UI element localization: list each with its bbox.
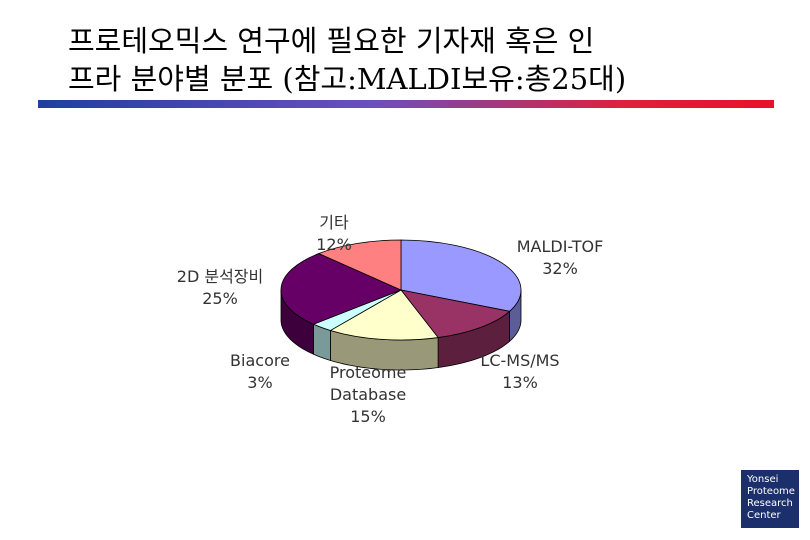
logo-line: Yonsei bbox=[747, 474, 779, 485]
category-name: LC-MS/MS bbox=[480, 351, 560, 370]
slice-label: Biacore 3% bbox=[230, 350, 290, 394]
slice bbox=[400, 239, 522, 312]
value-label: 15% bbox=[350, 407, 386, 426]
value-label: 13% bbox=[502, 373, 538, 392]
logo: Yonsei Proteome Research Center bbox=[741, 470, 799, 528]
value-label: 32% bbox=[542, 259, 578, 278]
title-rule bbox=[38, 100, 774, 108]
value-label: 3% bbox=[247, 373, 273, 392]
title-line: 프라 분야별 분포 (참고:MALDI보유:총25대) bbox=[68, 62, 627, 96]
category-name: Biacore bbox=[230, 351, 290, 370]
slice bbox=[317, 239, 402, 291]
slice-label: LC-MS/MS 13% bbox=[465, 350, 575, 394]
title-line: 프로테오믹스 연구에 필요한 기자재 혹은 인 bbox=[68, 24, 595, 58]
value-label: 25% bbox=[202, 289, 238, 308]
slice bbox=[400, 289, 511, 338]
logo-line: Center bbox=[747, 510, 781, 521]
slice bbox=[329, 289, 439, 341]
slice-label: 기타 12% bbox=[279, 212, 389, 256]
slice bbox=[280, 253, 403, 325]
slice-label: 2D 분석장비 25% bbox=[150, 266, 290, 310]
value-label: 12% bbox=[316, 235, 352, 254]
slice-label: MALDI-TOF 32% bbox=[505, 236, 615, 280]
slice-label: Proteome Database 15% bbox=[323, 362, 413, 428]
category-name: 2D 분석장비 bbox=[176, 267, 264, 286]
logo-line: Research bbox=[747, 498, 793, 509]
logo-line: Proteome bbox=[747, 486, 795, 497]
category-name: 기타 bbox=[319, 213, 349, 232]
category-name: MALDI-TOF bbox=[516, 237, 604, 256]
category-name: Proteome Database bbox=[329, 363, 407, 404]
